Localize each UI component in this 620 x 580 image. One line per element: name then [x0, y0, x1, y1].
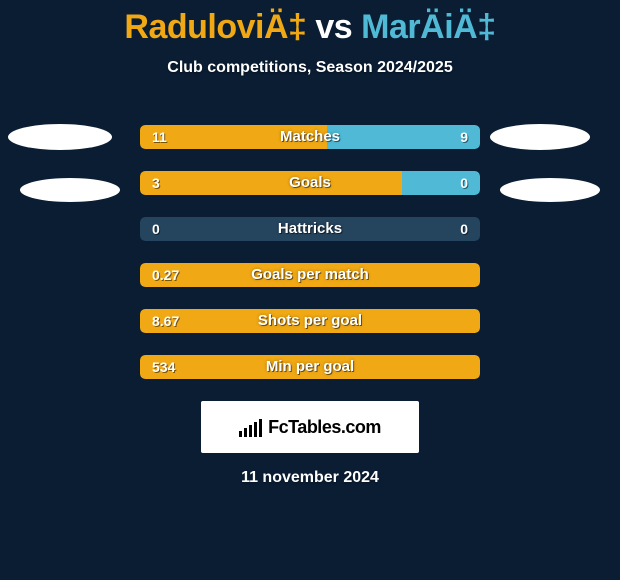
stat-value-left: 3	[152, 171, 160, 195]
logo-box: FcTables.com	[201, 401, 419, 453]
stat-value-right: 9	[460, 125, 468, 149]
stat-value-right: 0	[460, 171, 468, 195]
decorative-ellipse	[20, 178, 120, 202]
title-player-left: RaduloviÄ‡	[124, 8, 306, 46]
stat-value-left: 0	[152, 217, 160, 241]
logo-bar-icon	[259, 419, 262, 437]
decorative-ellipse	[8, 124, 112, 150]
stat-label: Goals	[140, 171, 480, 195]
stat-row: Goals per match0.27	[140, 263, 480, 287]
footer-date: 11 november 2024	[0, 469, 620, 487]
stat-label: Hattricks	[140, 217, 480, 241]
stat-value-left: 534	[152, 355, 175, 379]
title-player-right: MarÄiÄ‡	[361, 8, 495, 46]
stat-row: Matches11 9	[140, 125, 480, 149]
logo-text: FcTables.com	[268, 417, 381, 438]
stat-value-left: 0.27	[152, 263, 179, 287]
stat-row: Hattricks0 0	[140, 217, 480, 241]
title-vs: vs	[315, 8, 352, 46]
logo-bar-icon	[239, 431, 242, 437]
logo-bar-icon	[244, 428, 247, 437]
stat-row: Goals3 0	[140, 171, 480, 195]
subtitle: Club competitions, Season 2024/2025	[0, 59, 620, 77]
stats-container: Matches119Goals30Hattricks00Goals per ma…	[140, 125, 480, 379]
stat-label: Matches	[140, 125, 480, 149]
stat-value-right: 0	[460, 217, 468, 241]
stat-row: Shots per goal8.67	[140, 309, 480, 333]
logo-bar-icon	[249, 425, 252, 437]
decorative-ellipse	[490, 124, 590, 150]
decorative-ellipse	[500, 178, 600, 202]
stat-label: Shots per goal	[140, 309, 480, 333]
stat-value-left: 8.67	[152, 309, 179, 333]
comparison-card: RaduloviÄ‡ vs MarÄiÄ‡ Club competitions,…	[0, 0, 620, 580]
logo-bar-icon	[254, 422, 257, 437]
stat-row: Min per goal534	[140, 355, 480, 379]
stat-label: Min per goal	[140, 355, 480, 379]
page-title: RaduloviÄ‡ vs MarÄiÄ‡	[0, 0, 620, 47]
stat-value-left: 11	[152, 125, 167, 149]
logo-bars-icon	[239, 417, 262, 437]
stat-label: Goals per match	[140, 263, 480, 287]
